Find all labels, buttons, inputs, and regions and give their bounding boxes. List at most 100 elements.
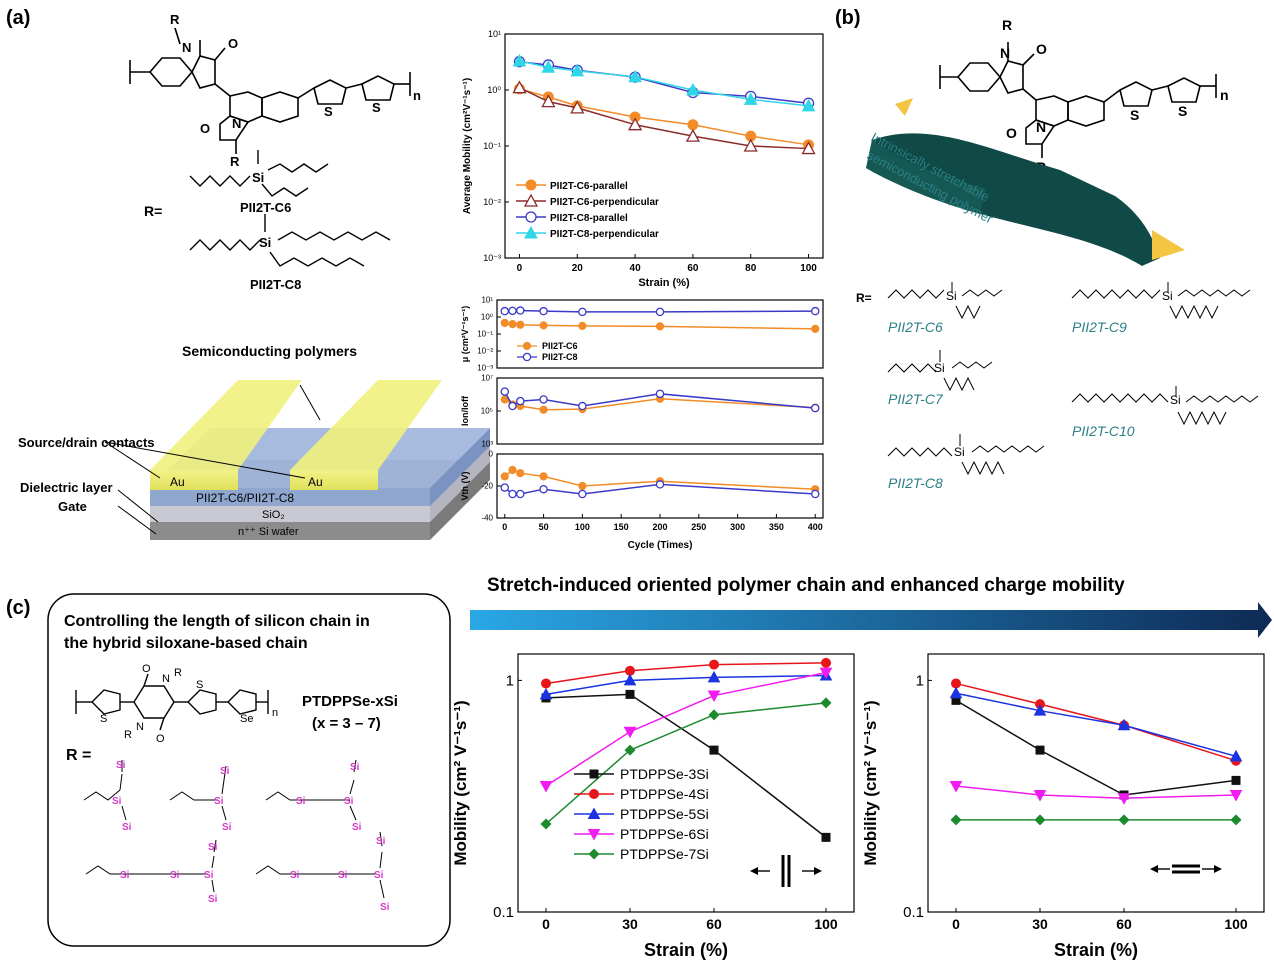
y-tick-label: 10⁷ <box>481 374 493 383</box>
legend-label: PII2T-C8-perpendicular <box>550 229 659 240</box>
svg-text:R: R <box>1002 17 1012 33</box>
chart-mobility-parallel-strain: 0.1 1 0 30 60 100 Strain (%) Mobility (cm² V⁻¹s… <box>451 653 855 960</box>
panel-b-structure <box>939 42 1217 158</box>
data-point <box>578 321 587 330</box>
panel-c-banner-arrow <box>470 602 1272 638</box>
svg-text:Si: Si <box>116 760 126 771</box>
pii2t-c8-name: PII2T-C8 <box>888 475 943 491</box>
data-point <box>821 657 831 668</box>
x-tick-label: 400 <box>808 522 823 532</box>
x-tick-label: 40 <box>630 263 642 274</box>
data-point <box>500 472 509 481</box>
strain-arrowhead-left <box>750 867 758 875</box>
y-tick-label: 10¹ <box>481 296 493 305</box>
svg-text:O: O <box>142 663 151 675</box>
legend-label: PII2T-C6 <box>542 341 578 351</box>
data-point <box>951 678 961 689</box>
data-point <box>707 670 721 683</box>
data-point <box>1033 704 1047 716</box>
x-tick-label: 0 <box>952 916 960 932</box>
legend-label: PTDPPSe-6Si <box>620 826 709 842</box>
data-point <box>508 489 517 499</box>
data-point <box>951 695 961 705</box>
svg-text:Si: Si <box>204 870 214 881</box>
panel-c-structure-labels: O N R N R O S S Se n PTDPPSe-xSi (x = 3 … <box>66 663 398 764</box>
strain-arrowhead-right <box>1214 865 1222 873</box>
semiconducting-polymers-label: Semiconducting polymers <box>182 343 357 359</box>
panel-label-c: (c) <box>6 597 30 619</box>
y-tick-label: 10⁻² <box>477 347 493 356</box>
svg-text:Si: Si <box>954 445 965 459</box>
data-point <box>516 396 525 406</box>
x-axis-label: Strain (%) <box>1054 940 1138 960</box>
data-point <box>524 225 538 239</box>
y-tick-label: 10⁻² <box>483 197 501 207</box>
series-line <box>519 88 809 146</box>
y-tick-label: 10⁻¹ <box>477 330 493 339</box>
x-tick-label: 100 <box>814 916 838 932</box>
pii2t-c8-label: PII2T-C8 <box>250 277 301 292</box>
legend-label: PII2T-C8-parallel <box>550 213 628 224</box>
data-point <box>523 193 539 207</box>
chart-vth-vs-cycle: -40 -20 0 0 50 100 150 200 250 300 350 400 Vth (V) Cy… <box>460 450 824 551</box>
r-equals-b: R= <box>856 291 872 305</box>
data-point <box>625 689 635 699</box>
svg-text:Si: Si <box>1162 289 1173 303</box>
y-axis-label: μ (cm²V⁻¹s⁻¹) <box>460 306 470 363</box>
svg-text:the hybrid siloxane-based chai: the hybrid siloxane-based chain <box>64 635 308 652</box>
svg-text:Si: Si <box>122 822 132 833</box>
panel-a-device <box>104 380 490 540</box>
svg-text:Si: Si <box>220 766 230 777</box>
data-point <box>589 789 599 799</box>
data-point <box>508 465 517 475</box>
legend-label: PTDPPSe-5Si <box>620 806 709 822</box>
svg-text:R: R <box>230 154 240 169</box>
data-point <box>687 119 699 131</box>
svg-text:Si: Si <box>350 762 360 773</box>
y-tick-label: 10⁰ <box>487 85 501 95</box>
data-point <box>588 848 600 860</box>
y-tick-label: 10³ <box>481 440 493 449</box>
source-drain-label: Source/drain contacts <box>18 435 155 450</box>
data-point <box>578 481 587 491</box>
svg-text:Si: Si <box>338 870 348 881</box>
data-point <box>508 320 517 329</box>
x-tick-label: 0 <box>542 916 550 932</box>
panel-c-banner-title: Stretch-induced oriented polymer chain a… <box>487 575 1125 596</box>
x-tick-label: 30 <box>622 916 638 932</box>
data-point <box>949 780 963 793</box>
sio2-label: SiO₂ <box>262 509 285 521</box>
svg-text:S: S <box>372 100 381 115</box>
data-point <box>1035 745 1045 755</box>
data-point <box>810 489 820 499</box>
series-line <box>545 662 827 685</box>
chart-mobility-vs-cycle: 10⁻³ 10⁻² 10⁻¹ 10⁰ 10¹ μ (cm²V⁻¹s⁻¹) PII2T-C6P… <box>460 296 824 373</box>
data-point <box>685 128 701 142</box>
x-tick-label: 60 <box>1116 916 1132 932</box>
data-point <box>578 307 587 317</box>
panel-b-structure-labels: R N O O N R S S n <box>1000 17 1229 175</box>
gate-label: Gate <box>58 499 87 514</box>
legend-label: PII2T-C8 <box>542 352 578 362</box>
svg-text:Si: Si <box>946 289 957 303</box>
data-point <box>801 141 816 155</box>
data-point <box>1229 749 1243 762</box>
panel-a-side-chain-labels: Si Si R= PII2T-C6 PII2T-C8 <box>144 170 301 292</box>
au-right-label: Au <box>308 475 323 489</box>
data-point <box>500 387 510 396</box>
data-point <box>589 769 599 779</box>
y-tick-label: 1 <box>916 672 924 689</box>
data-point <box>587 829 601 841</box>
x-axis-label: Cycle (Times) <box>628 540 693 551</box>
x-tick-label: 50 <box>539 522 549 532</box>
x-tick-label: 100 <box>800 263 817 274</box>
svg-text:Si: Si <box>296 796 306 807</box>
y-tick-label: 0.1 <box>493 904 514 921</box>
y-tick-label: 10⁻³ <box>477 364 493 373</box>
panel-a-device-labels: Semiconducting polymers Source/drain con… <box>18 343 357 538</box>
data-point <box>516 469 525 478</box>
data-point <box>500 306 510 316</box>
panel-c-structure-box <box>47 593 451 947</box>
data-point <box>539 395 548 404</box>
chart-mobility-perpendicular-strain: 0.1 1 0 30 60 100 Strain (%) Mobility (cm² V⁻¹s… <box>861 653 1265 960</box>
